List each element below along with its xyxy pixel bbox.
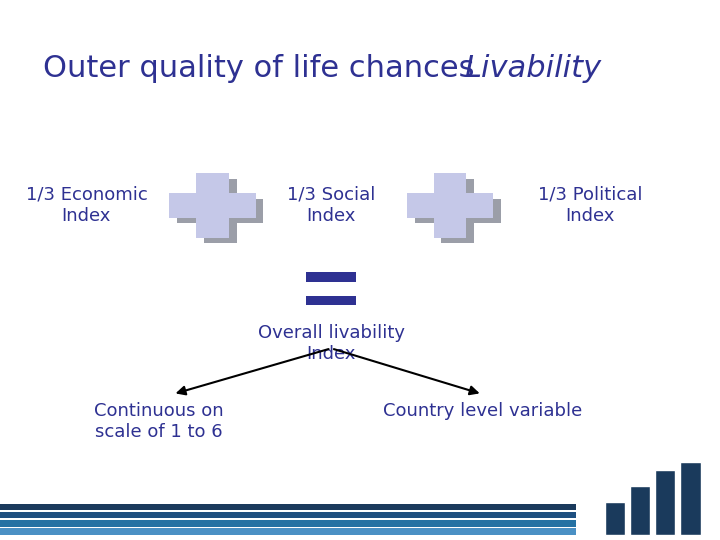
Polygon shape: [415, 179, 501, 244]
Text: 1/3 Social
Index: 1/3 Social Index: [287, 186, 375, 225]
FancyBboxPatch shape: [306, 296, 356, 306]
Text: Outer quality of life chances: Outer quality of life chances: [43, 54, 485, 83]
Text: Overall livability
Index: Overall livability Index: [258, 324, 405, 363]
Text: Livability: Livability: [464, 54, 601, 83]
FancyBboxPatch shape: [306, 272, 356, 282]
Text: 1/3 Economic
Index: 1/3 Economic Index: [25, 186, 148, 225]
Text: Country level variable: Country level variable: [383, 402, 582, 420]
Text: 1/3 Political
Index: 1/3 Political Index: [538, 186, 643, 225]
Polygon shape: [407, 173, 493, 238]
Polygon shape: [169, 173, 256, 238]
Text: Continuous on
scale of 1 to 6: Continuous on scale of 1 to 6: [94, 402, 223, 441]
Polygon shape: [177, 179, 264, 244]
